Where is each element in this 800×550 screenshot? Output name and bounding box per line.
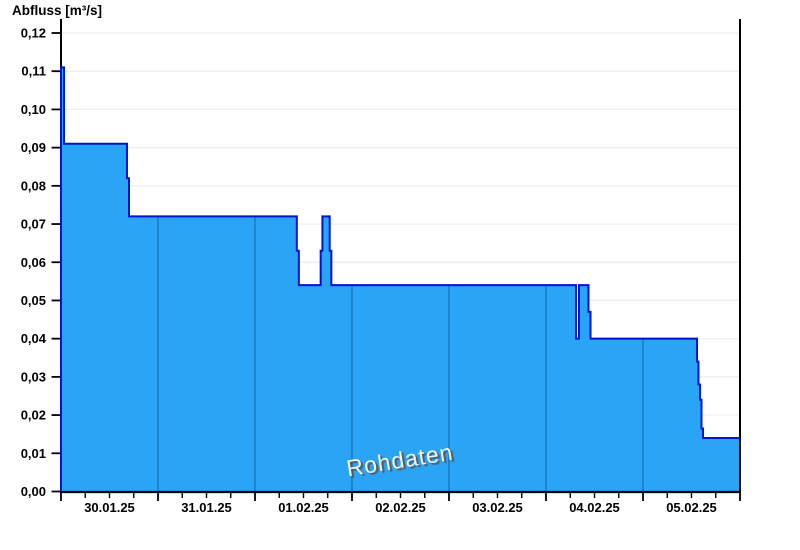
x-axis-date-label: 04.02.25 xyxy=(569,500,620,515)
y-axis-tick-label: 0,04 xyxy=(21,331,47,346)
x-axis-date-label: 30.01.25 xyxy=(84,500,135,515)
x-axis-ticks xyxy=(60,493,741,501)
y-axis-tick-label: 0,08 xyxy=(21,178,46,193)
y-axis-tick-label: 0,00 xyxy=(21,484,46,499)
x-axis-date-label: 31.01.25 xyxy=(181,500,232,515)
y-axis-tick-label: 0,11 xyxy=(21,64,46,79)
chart-title: Abfluss [m³/s] xyxy=(12,3,103,18)
y-axis-tick-label: 0,07 xyxy=(21,217,46,232)
y-axis-tick-label: 0,02 xyxy=(21,408,46,423)
y-axis-labels: 0,12 0,11 0,10 0,09 0,08 0,07 0,06 0,05 0,04 0,03… xyxy=(21,26,47,500)
discharge-area xyxy=(61,67,740,492)
y-axis-tick-label: 0,01 xyxy=(21,446,46,461)
y-axis-tick-label: 0,12 xyxy=(21,26,46,41)
y-axis-tick-label: 0,10 xyxy=(21,102,46,117)
x-axis-date-label: 01.02.25 xyxy=(278,500,329,515)
x-axis-date-label: 02.02.25 xyxy=(375,500,426,515)
y-axis-tick-label: 0,06 xyxy=(21,255,46,270)
y-axis-ticks xyxy=(51,32,60,493)
discharge-line xyxy=(60,66,740,492)
x-axis-date-label: 05.02.25 xyxy=(666,500,717,515)
y-axis-tick-label: 0,05 xyxy=(21,293,46,308)
y-axis-tick-label: 0,03 xyxy=(21,369,46,384)
x-axis-labels: 30.01.25 31.01.25 01.02.25 02.02.25 03.02.25… xyxy=(84,500,717,515)
y-axis-tick-label: 0,09 xyxy=(21,140,46,155)
x-axis-date-label: 03.02.25 xyxy=(472,500,523,515)
